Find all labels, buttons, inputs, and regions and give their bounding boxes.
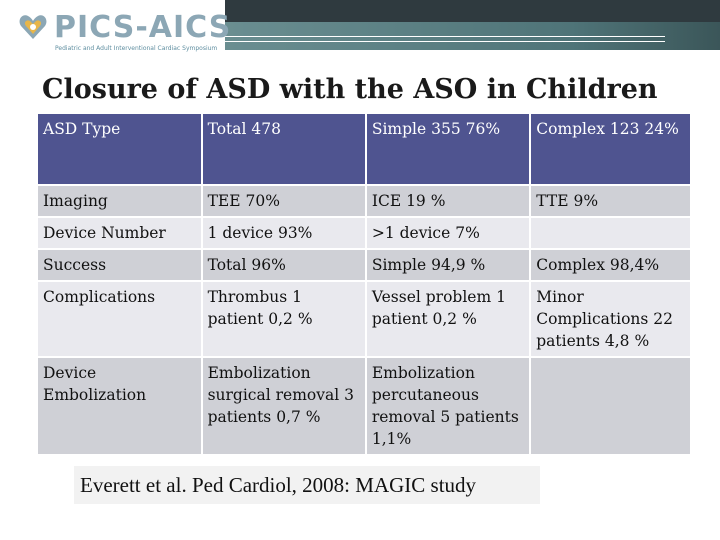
- banner-divider-line: [225, 36, 665, 37]
- table-header-row: ASD Type Total 478 Simple 355 76% Comple…: [38, 114, 690, 184]
- logo-subtitle: Pediatric and Adult Interventional Cardi…: [55, 45, 218, 52]
- results-table: ASD Type Total 478 Simple 355 76% Comple…: [36, 112, 692, 456]
- header-cell: Total 478: [202, 114, 365, 184]
- table-cell: Vessel problem 1 patient 0,2 %: [366, 282, 530, 356]
- logo-wordmark: PICS-AICS: [54, 10, 232, 45]
- table-cell: Device Number: [38, 218, 201, 248]
- heart-logo-icon: [19, 15, 47, 39]
- header-cell: ASD Type: [38, 114, 201, 184]
- table-cell: TEE 70%: [202, 186, 365, 216]
- table-cell: Imaging: [38, 186, 201, 216]
- page-title: Closure of ASD with the ASO in Children: [42, 74, 658, 105]
- table-cell: Embolization surgical removal 3 patients…: [202, 358, 365, 454]
- citation-text: Everett et al. Ped Cardiol, 2008: MAGIC …: [74, 466, 540, 504]
- table-cell: >1 device 7%: [366, 218, 530, 248]
- table-cell: ICE 19 %: [366, 186, 530, 216]
- table-cell: Thrombus 1 patient 0,2 %: [202, 282, 365, 356]
- header-cell: Complex 123 24%: [531, 114, 690, 184]
- table-cell: [531, 358, 690, 454]
- table-cell: TTE 9%: [531, 186, 690, 216]
- table-cell: 1 device 93%: [202, 218, 365, 248]
- banner-divider-line: [225, 41, 665, 42]
- table-cell: Complications: [38, 282, 201, 356]
- pics-aics-logo: PICS-AICS Pediatric and Adult Interventi…: [18, 10, 232, 56]
- table-row: Complications Thrombus 1 patient 0,2 % V…: [38, 282, 690, 356]
- table-cell: Complex 98,4%: [531, 250, 690, 280]
- table-cell: Total 96%: [202, 250, 365, 280]
- header-cell: Simple 355 76%: [366, 114, 530, 184]
- table-cell: Success: [38, 250, 201, 280]
- table-cell: Minor Complications 22 patients 4,8 %: [531, 282, 690, 356]
- table-row: Success Total 96% Simple 94,9 % Complex …: [38, 250, 690, 280]
- table-row: Device Embolization Embolization surgica…: [38, 358, 690, 454]
- table-cell: [531, 218, 690, 248]
- banner-dark-strip: [225, 0, 720, 22]
- table-cell: Device Embolization: [38, 358, 201, 454]
- table-cell: Embolization percutaneous removal 5 pati…: [366, 358, 530, 454]
- table-cell: Simple 94,9 %: [366, 250, 530, 280]
- header-banner: [0, 0, 720, 50]
- table-row: Imaging TEE 70% ICE 19 % TTE 9%: [38, 186, 690, 216]
- table-row: Device Number 1 device 93% >1 device 7%: [38, 218, 690, 248]
